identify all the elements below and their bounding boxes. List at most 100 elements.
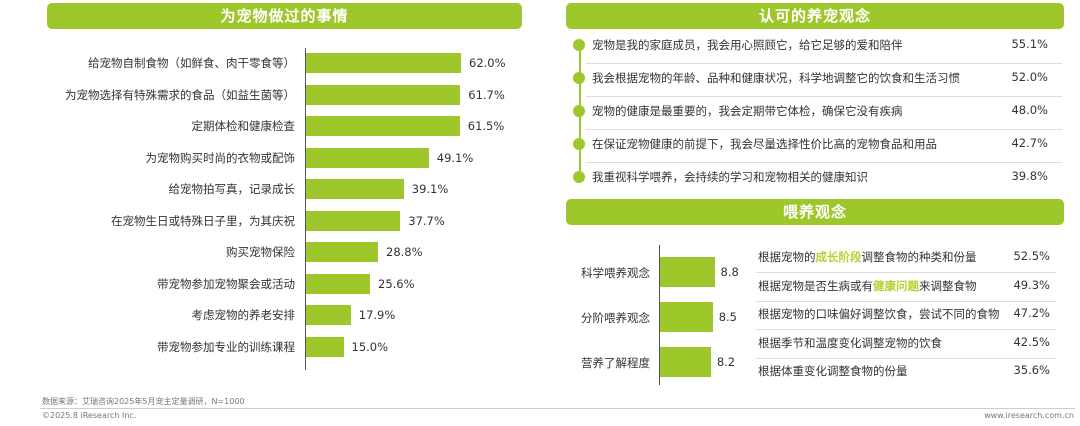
feeding-text: 根据宠物的口味偏好调整饮食，尝试不同的食物	[758, 306, 1000, 322]
value-label: 37.7%	[408, 213, 445, 228]
feeding-highlight: 成长阶段	[815, 250, 862, 264]
category-label: 科学喂养观念	[581, 266, 650, 280]
bullet-dot-icon	[573, 105, 585, 117]
feeding-title-banner: 喂养观念	[566, 199, 1064, 225]
category-label: 营养了解程度	[581, 356, 650, 370]
bar	[306, 116, 460, 136]
footer-website: www.iresearch.com.cn	[984, 411, 1074, 420]
value-label: 61.7%	[468, 87, 505, 102]
concept-item: 宠物是我的家庭成员，我会用心照顾它，给它足够的爱和陪伴 55.1%	[572, 31, 1062, 64]
value-label: 25.6%	[378, 276, 415, 291]
concept-value: 39.8%	[1011, 169, 1048, 183]
concept-text: 我重视科学喂养，会持续的学习和宠物相关的健康知识	[592, 170, 868, 184]
feeding-item: 根据体重变化调整食物的份量 35.6%	[756, 357, 1056, 387]
concept-value: 52.0%	[1011, 70, 1048, 84]
feeding-text-part: 根据宠物的口味偏好调整饮食，尝试不同的食物	[758, 307, 1000, 321]
bullet-dot-icon	[573, 72, 585, 84]
feeding-text: 根据宠物是否生病或有健康问题来调整食物	[758, 278, 977, 294]
row-divider	[756, 329, 1056, 330]
category-label: 带宠物参加宠物聚会或活动	[157, 276, 295, 291]
concept-item: 在保证宠物健康的前提下，我会尽量选择性价比高的宠物食品和用品 42.7%	[572, 130, 1062, 163]
feeding-text: 根据季节和温度变化调整宠物的饮食	[758, 335, 942, 351]
bar	[306, 84, 461, 105]
bar	[306, 305, 351, 325]
row-divider	[756, 272, 1056, 273]
category-label: 在宠物生日或特殊日子里，为其庆祝	[111, 213, 295, 228]
feeding-value: 52.5%	[1013, 249, 1050, 263]
bullet-dot-icon	[573, 39, 585, 51]
feeding-text-part: 根据宠物的	[758, 250, 816, 264]
feeding-text-part: 根据季节和温度变化调整宠物的饮食	[758, 335, 942, 350]
feeding-text-part: 根据宠物是否生病或有	[758, 278, 873, 293]
bar	[306, 179, 404, 199]
concept-text: 宠物的健康是最重要的，我会定期带它体检，确保它没有疾病	[592, 104, 903, 118]
feeding-value: 42.5%	[1013, 334, 1050, 349]
concept-text: 在保证宠物健康的前提下，我会尽量选择性价比高的宠物食品和用品	[592, 137, 937, 151]
value-label: 8.8	[720, 265, 739, 279]
category-label: 考虑宠物的养老安排	[191, 308, 296, 322]
feeding-item: 根据宠物的成长阶段调整食物的种类和份量 52.5%	[756, 243, 1056, 273]
value-label: 62.0%	[469, 56, 506, 70]
category-label: 给宠物拍写真，记录成长	[168, 182, 296, 196]
feeding-value: 49.3%	[1013, 277, 1050, 292]
bar	[306, 147, 429, 168]
category-label: 购买宠物保险	[226, 245, 295, 259]
value-label: 8.5	[718, 310, 737, 324]
concepts-title: 认可的养宠观念	[758, 7, 871, 25]
category-label: 为宠物选择有特殊需求的食品（如益生菌等）	[65, 87, 295, 102]
feeding-text: 根据宠物的成长阶段调整食物的种类和份量	[758, 249, 977, 265]
concept-value: 55.1%	[1011, 37, 1048, 51]
row-divider	[586, 129, 1062, 130]
category-label: 给宠物自制食物（如鲜食、肉干零食等）	[88, 56, 295, 70]
bullet-dot-icon	[573, 171, 585, 183]
category-label: 带宠物参加专业的训练课程	[157, 339, 295, 354]
footer-divider	[40, 408, 1075, 409]
feeding-item: 根据宠物是否生病或有健康问题来调整食物 49.3%	[756, 272, 1056, 302]
bar	[660, 257, 715, 287]
row-divider	[586, 96, 1062, 97]
feeding-item: 根据季节和温度变化调整宠物的饮食 42.5%	[756, 329, 1056, 359]
row-divider	[586, 63, 1062, 64]
value-label: 28.8%	[386, 245, 423, 259]
bar	[306, 242, 378, 262]
bar	[660, 347, 711, 377]
concepts-title-banner: 认可的养宠观念	[566, 3, 1064, 29]
feeding-item: 根据宠物的口味偏好调整饮食，尝试不同的食物 47.2%	[756, 300, 1056, 330]
value-label: 17.9%	[358, 308, 396, 322]
feeding-title: 喂养观念	[782, 203, 847, 221]
left-chart-axis	[305, 48, 306, 370]
value-label: 8.2	[716, 355, 736, 369]
bar	[306, 53, 461, 73]
feeding-text: 根据体重变化调整食物的份量	[758, 363, 908, 379]
category-label: 为宠物购买时尚的衣物或配饰	[145, 150, 296, 165]
row-divider	[586, 162, 1062, 163]
feeding-text-part: 调整食物的种类和份量	[861, 250, 977, 264]
left-title-banner: 为宠物做过的事情	[47, 3, 522, 29]
bar	[306, 273, 370, 294]
value-label: 49.1%	[436, 150, 474, 165]
value-label: 15.0%	[351, 339, 389, 354]
value-label: 39.1%	[411, 182, 449, 196]
bullet-dot-icon	[573, 138, 585, 150]
category-label: 定期体检和健康检查	[191, 119, 296, 133]
row-divider	[756, 357, 1056, 359]
left-title: 为宠物做过的事情	[220, 7, 349, 25]
concept-item: 我重视科学喂养，会持续的学习和宠物相关的健康知识 39.8%	[572, 163, 1062, 196]
feeding-text-part: 来调整食物	[919, 278, 977, 293]
feeding-text-part: 根据体重变化调整食物的份量	[758, 364, 908, 378]
feeding-chart-axis	[659, 245, 660, 385]
concept-text: 宠物是我的家庭成员，我会用心照顾它，给它足够的爱和陪伴	[592, 38, 903, 52]
value-label: 61.5%	[467, 119, 505, 133]
footer-copyright: ©2025.8 iResearch Inc.	[42, 411, 137, 420]
category-label: 分阶喂养观念	[581, 311, 650, 325]
feeding-highlight: 健康问题	[873, 278, 919, 293]
left-bar-chart: 给宠物自制食物（如鲜食、肉干零食等） 62.0% 为宠物选择有特殊需求的食品（如益生…	[20, 44, 530, 374]
concept-text: 我会根据宠物的年龄、品种和健康状况，科学地调整它的饮食和生活习惯	[592, 71, 960, 85]
concept-value: 42.7%	[1011, 136, 1048, 150]
concept-item: 宠物的健康是最重要的，我会定期带它体检，确保它没有疾病 48.0%	[572, 97, 1062, 130]
footer-source: 数据来源：艾瑞咨询2025年5月宠主定量调研，N=1000	[42, 397, 245, 406]
bar	[306, 210, 401, 231]
feeding-value: 47.2%	[1013, 306, 1050, 320]
concept-item: 我会根据宠物的年龄、品种和健康状况，科学地调整它的饮食和生活习惯 52.0%	[572, 64, 1062, 97]
bar	[306, 336, 344, 357]
